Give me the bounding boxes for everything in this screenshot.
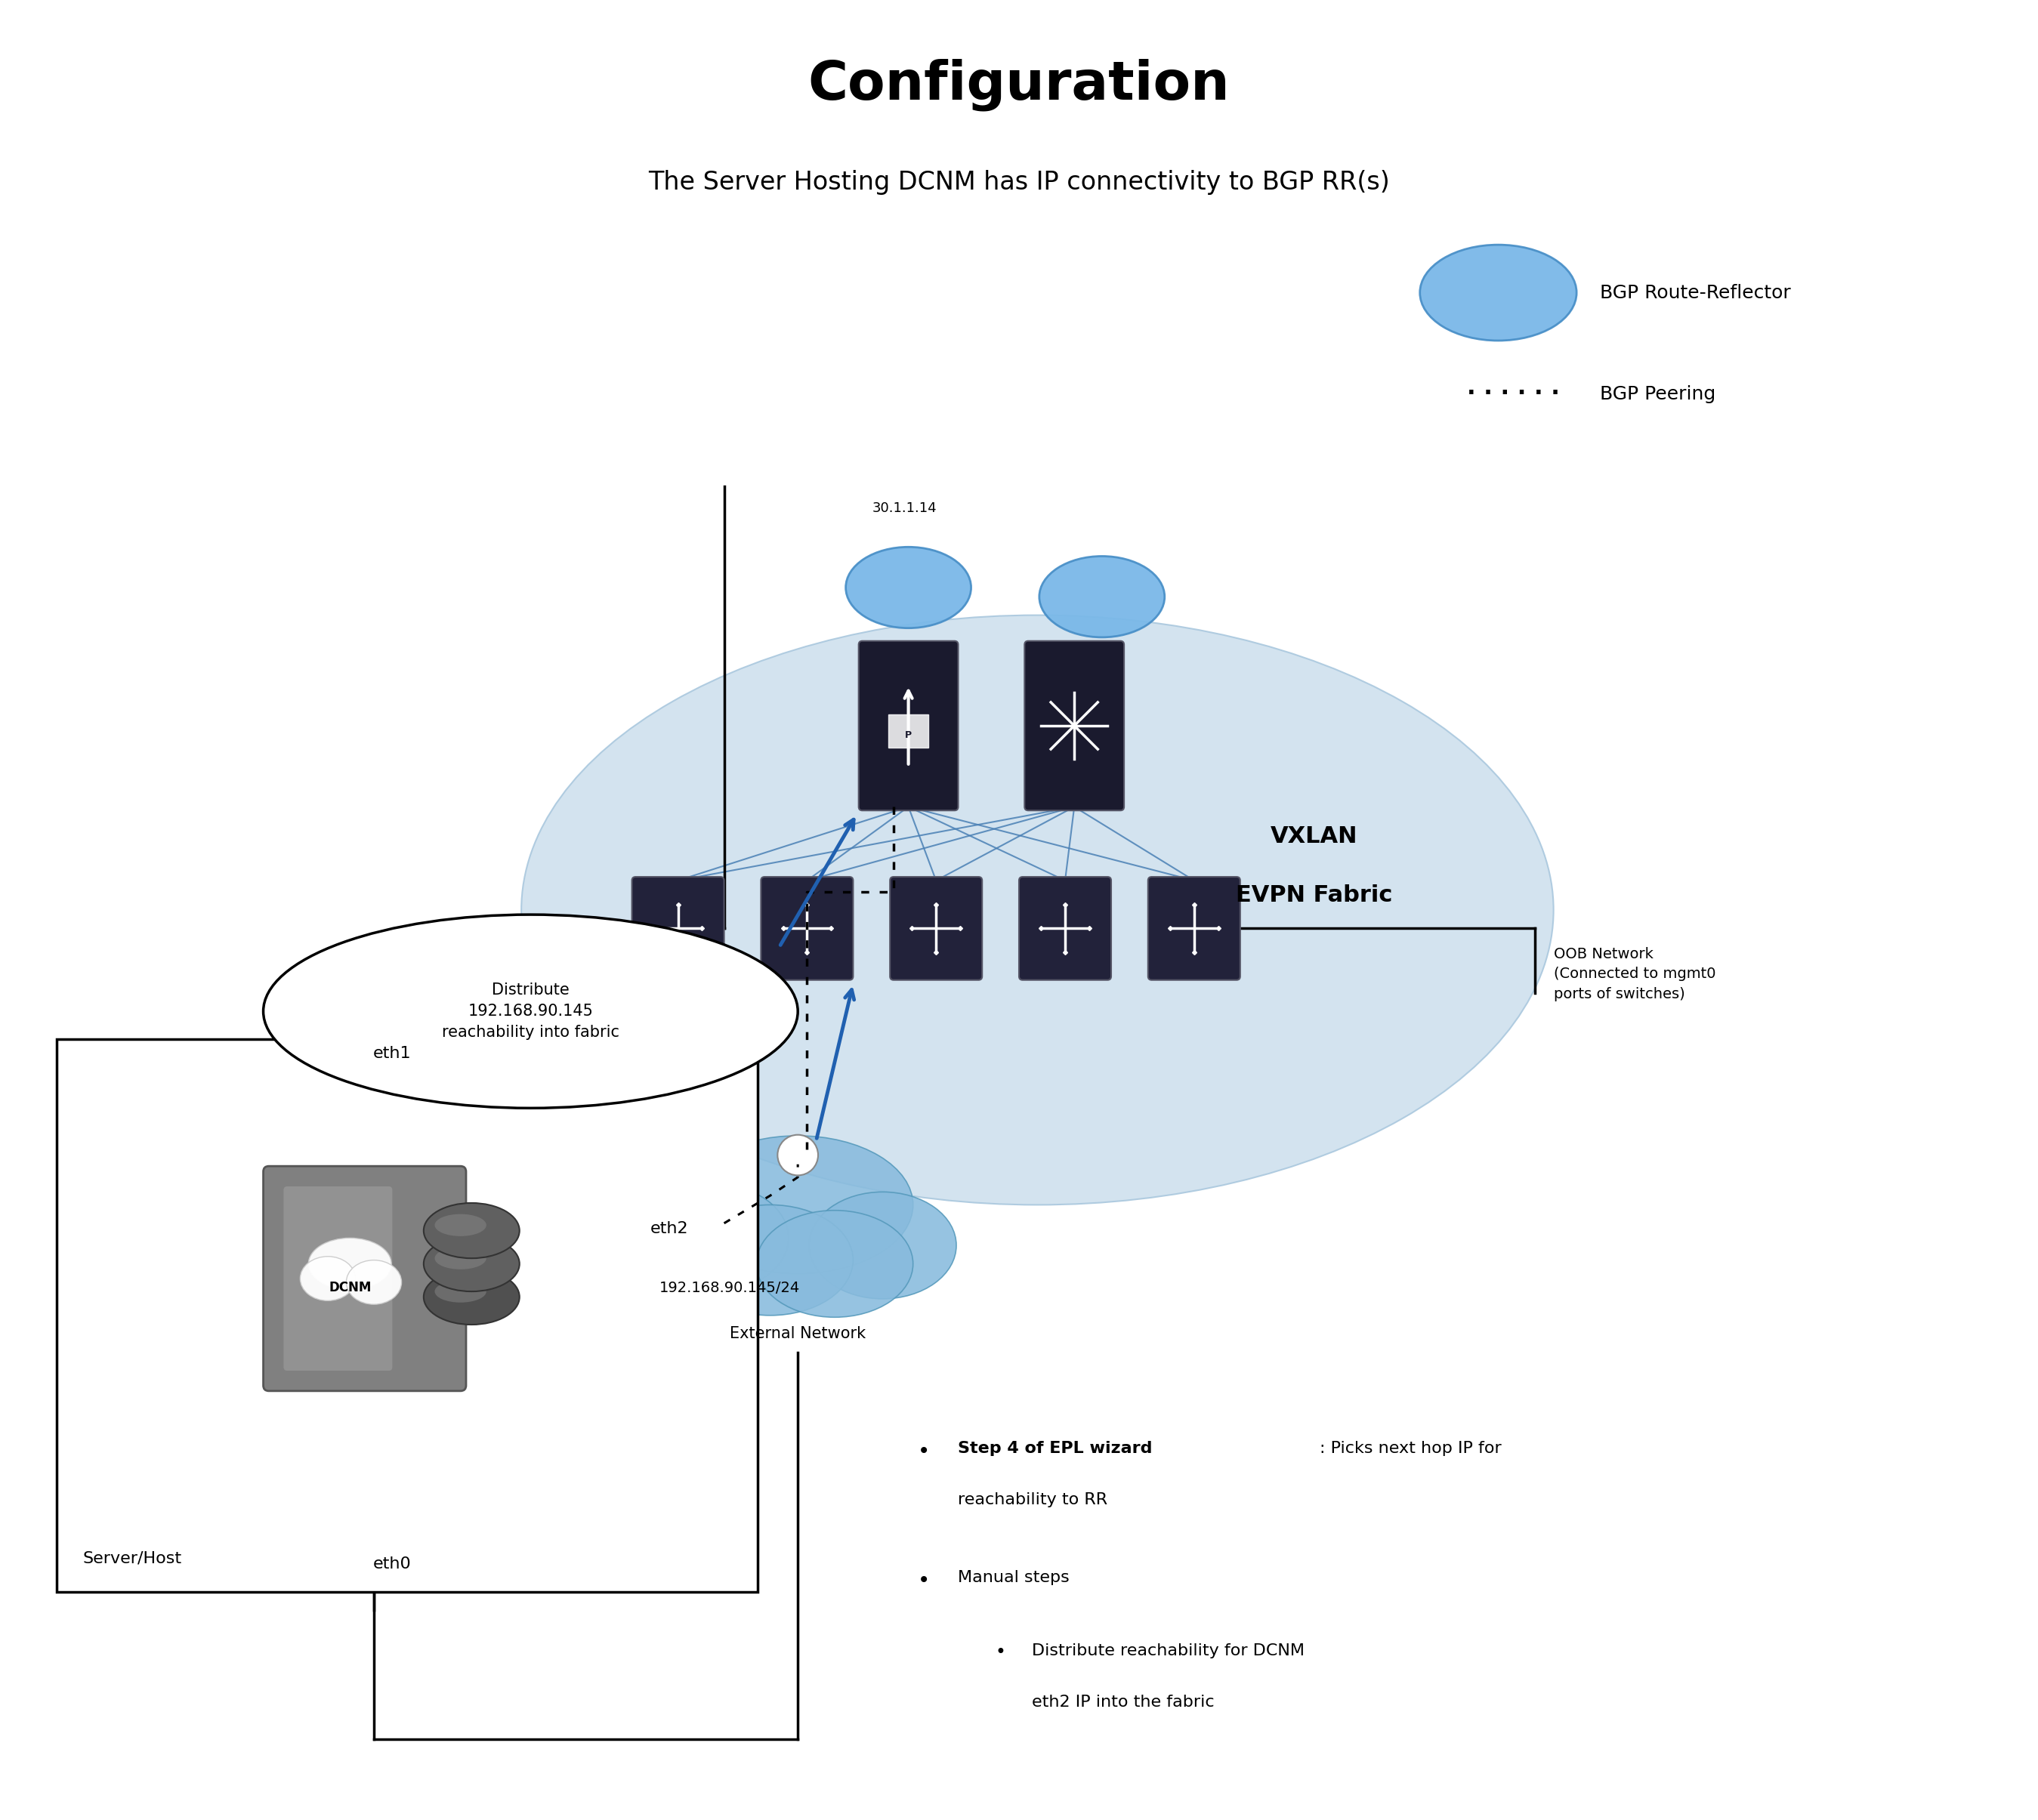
Text: eth1: eth1 (373, 1046, 412, 1061)
Text: •: • (917, 1441, 929, 1461)
FancyBboxPatch shape (889, 715, 929, 748)
Text: 30.1.1.14: 30.1.1.14 (872, 502, 937, 515)
Text: · · · · · ·: · · · · · · (1467, 382, 1559, 406)
Ellipse shape (779, 1136, 817, 1176)
Ellipse shape (687, 1205, 854, 1316)
Text: eth2 IP into the fabric: eth2 IP into the fabric (1031, 1694, 1215, 1711)
Ellipse shape (263, 915, 797, 1108)
Text: VXLAN: VXLAN (1270, 824, 1357, 848)
FancyBboxPatch shape (57, 1039, 758, 1592)
FancyBboxPatch shape (760, 877, 854, 979)
Text: BGP Route-Reflector: BGP Route-Reflector (1600, 284, 1791, 302)
FancyBboxPatch shape (891, 877, 982, 979)
Text: P: P (905, 730, 911, 741)
Ellipse shape (1039, 557, 1164, 637)
FancyBboxPatch shape (263, 1167, 467, 1390)
Text: BGP Peering: BGP Peering (1600, 386, 1716, 402)
Text: eth0: eth0 (373, 1556, 412, 1572)
Text: Distribute
192.168.90.145
reachability into fabric: Distribute 192.168.90.145 reachability i… (442, 983, 620, 1039)
Text: eth2: eth2 (650, 1221, 689, 1236)
Ellipse shape (308, 1238, 391, 1290)
Ellipse shape (346, 1259, 401, 1305)
Text: 192.168.90.145/24: 192.168.90.145/24 (660, 1281, 801, 1296)
FancyBboxPatch shape (1019, 877, 1111, 979)
Ellipse shape (683, 1136, 913, 1274)
FancyBboxPatch shape (858, 641, 958, 810)
Text: •: • (917, 1569, 929, 1591)
Ellipse shape (300, 1256, 355, 1301)
Text: The Server Hosting DCNM has IP connectivity to BGP RR(s): The Server Hosting DCNM has IP connectiv… (648, 169, 1390, 195)
Ellipse shape (642, 1185, 789, 1292)
FancyBboxPatch shape (283, 1187, 393, 1370)
Ellipse shape (809, 1192, 956, 1299)
Ellipse shape (424, 1203, 520, 1258)
Text: DCNM: DCNM (328, 1281, 371, 1294)
Ellipse shape (424, 1269, 520, 1325)
Text: •: • (995, 1643, 1005, 1662)
Ellipse shape (424, 1236, 520, 1292)
Ellipse shape (434, 1281, 487, 1303)
Text: External Network: External Network (730, 1327, 866, 1341)
Ellipse shape (756, 1210, 913, 1318)
Text: OOB Network
(Connected to mgmt0
ports of switches): OOB Network (Connected to mgmt0 ports of… (1553, 946, 1716, 1001)
Text: Manual steps: Manual steps (958, 1569, 1070, 1585)
Ellipse shape (1420, 244, 1577, 340)
FancyBboxPatch shape (632, 877, 723, 979)
Text: reachability to RR: reachability to RR (958, 1492, 1109, 1507)
Text: Step 4 of EPL wizard: Step 4 of EPL wizard (958, 1441, 1154, 1456)
Text: Configuration: Configuration (807, 58, 1231, 111)
Ellipse shape (522, 615, 1553, 1205)
Ellipse shape (434, 1247, 487, 1269)
Text: Distribute reachability for DCNM: Distribute reachability for DCNM (1031, 1643, 1304, 1658)
FancyBboxPatch shape (1025, 641, 1125, 810)
Ellipse shape (846, 548, 970, 628)
Text: EVPN Fabric: EVPN Fabric (1235, 885, 1392, 906)
Ellipse shape (434, 1214, 487, 1236)
Text: : Picks next hop IP for: : Picks next hop IP for (1319, 1441, 1502, 1456)
FancyBboxPatch shape (1147, 877, 1241, 979)
Text: Server/Host: Server/Host (84, 1551, 181, 1567)
